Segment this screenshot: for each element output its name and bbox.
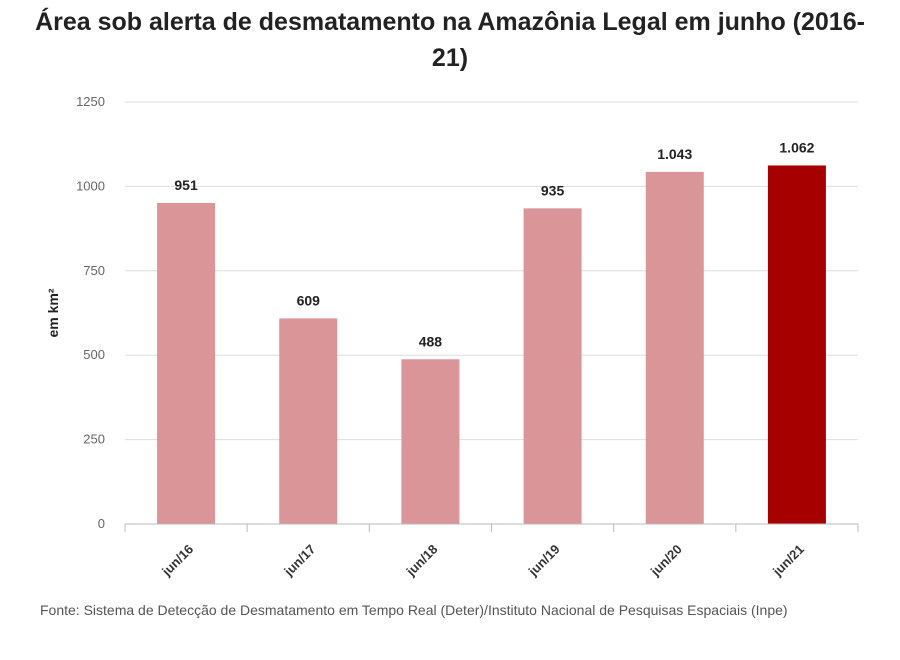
x-tick-label: jun/17	[280, 542, 318, 580]
data-label: 1.062	[779, 139, 814, 155]
bar-jun-18	[401, 359, 460, 524]
x-axis: jun/16 jun/17 jun/18 jun/19 jun/20 jun/21	[124, 523, 859, 580]
chart-title: Área sob alerta de desmatamento na Amazô…	[35, 8, 865, 72]
data-labels: 951 609 488 935 1.043 1.062	[174, 139, 814, 349]
data-label: 935	[541, 182, 565, 198]
bar-jun-16	[157, 202, 216, 525]
data-label: 951	[174, 177, 198, 193]
bar-jun-19	[523, 208, 582, 524]
bar-chart: 0 250 500 750 1000 1250 951 609 488 935 1.043 1.06…	[45, 94, 859, 580]
gridlines	[125, 101, 858, 441]
source-note: Fonte: Sistema de Detecção de Desmatamen…	[40, 602, 788, 618]
x-tick-label: jun/20	[647, 542, 685, 580]
y-axis-label: em km²	[45, 288, 61, 337]
y-tick-label: 1000	[76, 178, 105, 193]
bar-jun-17	[279, 318, 338, 524]
x-tick-label: jun/18	[403, 542, 441, 580]
x-tick-label: jun/21	[769, 542, 807, 580]
bar-jun-21	[767, 165, 826, 524]
y-tick-label: 1250	[76, 94, 105, 109]
y-tick-label: 750	[83, 263, 105, 278]
data-label: 609	[297, 292, 321, 308]
x-tick-label: jun/19	[525, 542, 563, 580]
bar-jun-20	[645, 171, 704, 525]
data-label: 1.043	[657, 146, 692, 162]
x-tick-label: jun/16	[158, 542, 196, 580]
data-label: 488	[419, 333, 443, 349]
y-axis-ticks: 0 250 500 750 1000 1250	[76, 94, 105, 531]
y-tick-label: 500	[83, 347, 105, 362]
y-tick-label: 250	[83, 432, 105, 447]
y-tick-label: 0	[98, 516, 105, 531]
bars	[157, 165, 826, 525]
